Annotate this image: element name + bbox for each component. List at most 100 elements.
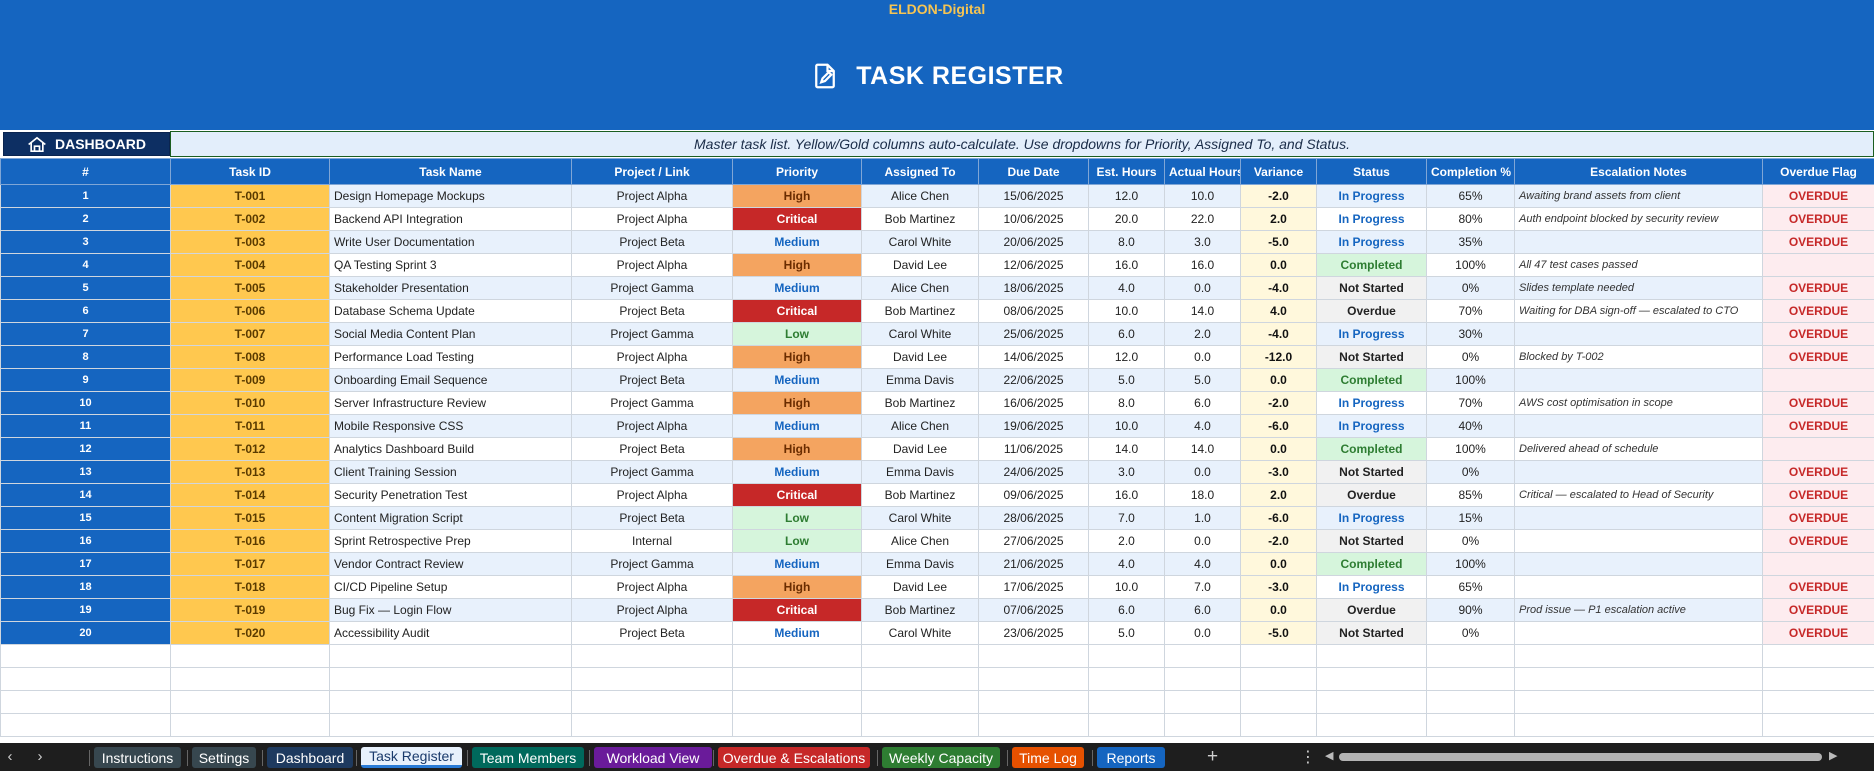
actual-hours-cell[interactable]: 3.0 [1164,230,1241,254]
project-cell[interactable]: Project Gamma [571,552,733,576]
column-header[interactable]: Est. Hours [1088,158,1165,185]
escalation-notes-cell[interactable]: AWS cost optimisation in scope [1514,391,1763,415]
actual-hours-cell[interactable]: 0.0 [1164,276,1241,300]
task-name-cell[interactable]: Vendor Contract Review [329,552,572,576]
overdue-flag-cell[interactable] [1762,552,1874,576]
overdue-flag-cell[interactable] [1762,437,1874,461]
project-cell[interactable]: Project Gamma [571,391,733,415]
due-date-cell[interactable]: 27/06/2025 [978,529,1089,553]
assigned-to-cell[interactable]: Bob Martinez [861,207,979,231]
sheet-tab[interactable]: Team Members [472,747,584,768]
row-number-cell[interactable]: 12 [0,437,171,461]
escalation-notes-cell[interactable] [1514,506,1763,530]
assigned-to-cell[interactable]: David Lee [861,253,979,277]
project-cell[interactable]: Project Gamma [571,322,733,346]
project-cell[interactable]: Project Alpha [571,575,733,599]
sheet-tab[interactable]: Instructions [94,747,181,768]
actual-hours-cell[interactable]: 5.0 [1164,368,1241,392]
task-id-cell[interactable]: T-017 [170,552,330,576]
overdue-flag-cell[interactable]: OVERDUE [1762,345,1874,369]
priority-cell[interactable]: Critical [732,598,862,622]
assigned-to-cell[interactable]: Alice Chen [861,276,979,300]
empty-cell[interactable] [732,713,862,737]
completion-cell[interactable]: 80% [1426,207,1515,231]
overdue-flag-cell[interactable]: OVERDUE [1762,621,1874,645]
status-cell[interactable]: Not Started [1316,529,1427,553]
status-cell[interactable]: In Progress [1316,207,1427,231]
task-id-cell[interactable]: T-015 [170,506,330,530]
priority-cell[interactable]: Medium [732,414,862,438]
empty-cell[interactable] [1762,713,1874,737]
empty-cell[interactable] [1164,644,1241,668]
status-cell[interactable]: Overdue [1316,299,1427,323]
est-hours-cell[interactable]: 14.0 [1088,437,1165,461]
project-cell[interactable]: Project Alpha [571,207,733,231]
actual-hours-cell[interactable]: 0.0 [1164,460,1241,484]
actual-hours-cell[interactable]: 0.0 [1164,621,1241,645]
empty-cell[interactable] [170,690,330,714]
task-name-cell[interactable]: Client Training Session [329,460,572,484]
escalation-notes-cell[interactable]: All 47 test cases passed [1514,253,1763,277]
priority-cell[interactable]: Medium [732,368,862,392]
task-name-cell[interactable]: Design Homepage Mockups [329,184,572,208]
escalation-notes-cell[interactable]: Blocked by T-002 [1514,345,1763,369]
task-name-cell[interactable]: Write User Documentation [329,230,572,254]
est-hours-cell[interactable]: 5.0 [1088,368,1165,392]
assigned-to-cell[interactable]: Bob Martinez [861,391,979,415]
sheet-tab[interactable]: Overdue & Escalations [718,747,870,768]
column-header[interactable]: Project / Link [571,158,733,185]
escalation-notes-cell[interactable]: Critical — escalated to Head of Security [1514,483,1763,507]
empty-cell[interactable] [1316,690,1427,714]
priority-cell[interactable]: High [732,253,862,277]
variance-cell[interactable]: -2.0 [1240,529,1317,553]
row-number-cell[interactable]: 2 [0,207,171,231]
due-date-cell[interactable]: 20/06/2025 [978,230,1089,254]
empty-cell[interactable] [1240,690,1317,714]
overdue-flag-cell[interactable]: OVERDUE [1762,230,1874,254]
task-name-cell[interactable]: Performance Load Testing [329,345,572,369]
task-id-cell[interactable]: T-010 [170,391,330,415]
task-name-cell[interactable]: Mobile Responsive CSS [329,414,572,438]
empty-cell[interactable] [1426,690,1515,714]
status-cell[interactable]: In Progress [1316,575,1427,599]
empty-cell[interactable] [0,667,171,691]
project-cell[interactable]: Project Beta [571,437,733,461]
status-cell[interactable]: In Progress [1316,184,1427,208]
completion-cell[interactable]: 0% [1426,621,1515,645]
task-id-cell[interactable]: T-005 [170,276,330,300]
column-header[interactable]: Task Name [329,158,572,185]
column-header[interactable]: Overdue Flag [1762,158,1874,185]
sheet-tab[interactable]: Weekly Capacity [882,747,1000,768]
chevron-left-icon[interactable]: ‹ [7,748,13,765]
overdue-flag-cell[interactable]: OVERDUE [1762,276,1874,300]
variance-cell[interactable]: -4.0 [1240,322,1317,346]
priority-cell[interactable]: High [732,391,862,415]
row-number-cell[interactable]: 11 [0,414,171,438]
priority-cell[interactable]: Medium [732,621,862,645]
completion-cell[interactable]: 90% [1426,598,1515,622]
overdue-flag-cell[interactable]: OVERDUE [1762,483,1874,507]
priority-cell[interactable]: High [732,184,862,208]
empty-cell[interactable] [571,713,733,737]
empty-cell[interactable] [861,644,979,668]
empty-cell[interactable] [329,713,572,737]
overdue-flag-cell[interactable]: OVERDUE [1762,506,1874,530]
actual-hours-cell[interactable]: 10.0 [1164,184,1241,208]
completion-cell[interactable]: 0% [1426,529,1515,553]
sheet-tab[interactable]: Workload View [594,747,712,768]
project-cell[interactable]: Project Beta [571,230,733,254]
completion-cell[interactable]: 65% [1426,575,1515,599]
due-date-cell[interactable]: 07/06/2025 [978,598,1089,622]
column-header[interactable]: Variance [1240,158,1317,185]
row-number-cell[interactable]: 9 [0,368,171,392]
est-hours-cell[interactable]: 10.0 [1088,575,1165,599]
status-cell[interactable]: In Progress [1316,230,1427,254]
assigned-to-cell[interactable]: Bob Martinez [861,598,979,622]
variance-cell[interactable]: -5.0 [1240,621,1317,645]
due-date-cell[interactable]: 19/06/2025 [978,414,1089,438]
due-date-cell[interactable]: 15/06/2025 [978,184,1089,208]
empty-cell[interactable] [1426,713,1515,737]
task-name-cell[interactable]: Database Schema Update [329,299,572,323]
due-date-cell[interactable]: 14/06/2025 [978,345,1089,369]
variance-cell[interactable]: -4.0 [1240,276,1317,300]
